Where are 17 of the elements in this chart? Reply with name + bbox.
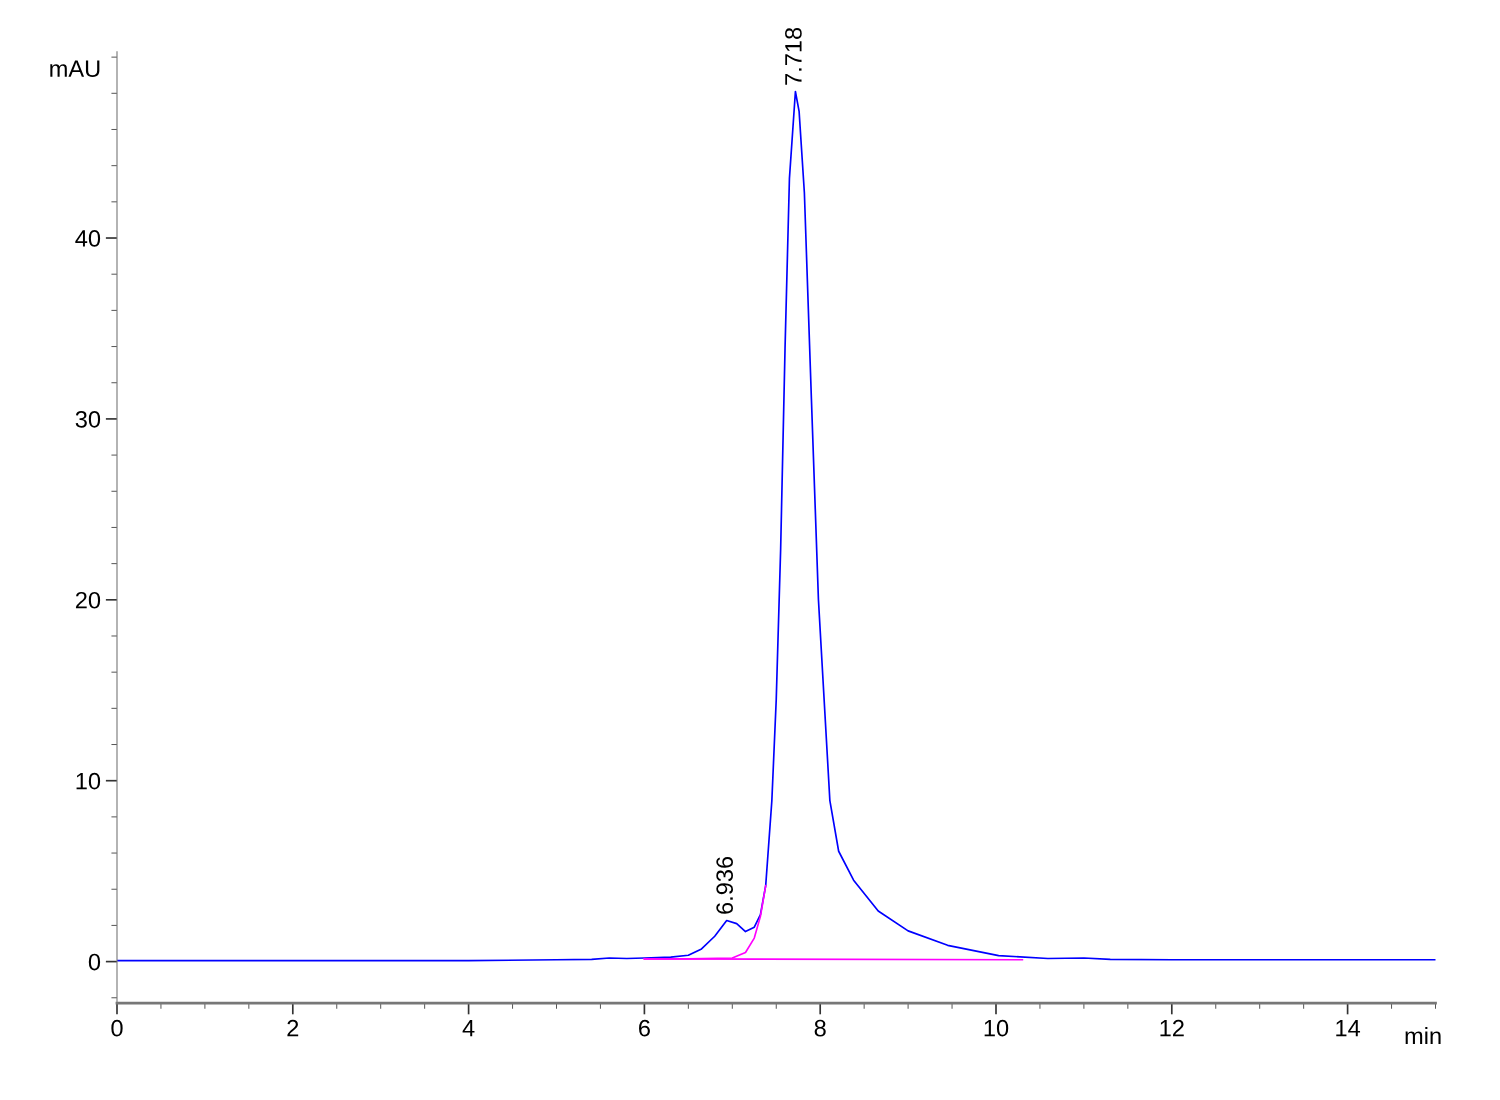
y-axis-title: mAU: [50, 60, 100, 78]
annotation: 7.718: [785, 27, 802, 85]
x-tick-label: 8: [814, 1019, 826, 1037]
x-tick-label: 6: [639, 1019, 650, 1037]
x-tick-label: 2: [287, 1019, 299, 1037]
x-tick-label: 10: [984, 1019, 1009, 1037]
x-tick-label: 4: [462, 1020, 475, 1037]
x-axis-title: min: [1405, 1026, 1441, 1045]
y-tick-label: 30: [75, 410, 101, 428]
y-tick-label: 40: [75, 230, 101, 247]
annotation: 6.936: [716, 856, 734, 914]
y-tick-label: 20: [75, 591, 101, 609]
x-tick-label: 14: [1336, 1020, 1361, 1037]
y-tick-label: 0: [88, 953, 101, 971]
x-tick-label: 12: [1160, 1019, 1184, 1037]
y-tick-label: 10: [76, 772, 101, 790]
x-tick-label: 0: [111, 1019, 123, 1037]
